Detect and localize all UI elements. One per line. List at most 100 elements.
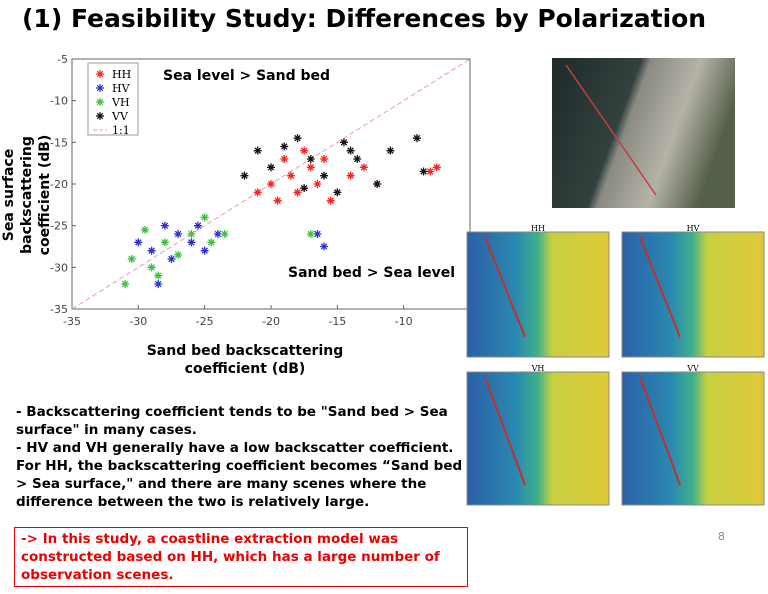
- legend-label: HV: [112, 82, 131, 95]
- scatter-point: [147, 246, 156, 255]
- scatter-point: [200, 213, 209, 222]
- image-panel: HH HV VH VV: [466, 58, 765, 506]
- scatter-point: [333, 188, 342, 197]
- y-tick-label: -35: [50, 303, 68, 316]
- scatter-point: [313, 180, 322, 188]
- legend-label: HH: [112, 68, 131, 81]
- scatter-point: [167, 255, 176, 263]
- heatmap-image: [466, 231, 610, 358]
- scatter-point: [339, 138, 348, 147]
- scatter-point: [187, 238, 196, 247]
- page-number: 8: [718, 530, 725, 543]
- legend-label: VV: [111, 110, 129, 123]
- heatmap-label: HH: [531, 224, 545, 233]
- y-tick-label: -5: [57, 53, 68, 66]
- scatter-point: [359, 163, 368, 172]
- scatter-point: [213, 230, 222, 238]
- scatter-point: [426, 167, 435, 176]
- bullet-item: - Backscattering coefficient tends to be…: [16, 404, 448, 438]
- annotation: Sea level > Sand bed: [163, 68, 330, 84]
- heatmap-label: HV: [687, 224, 700, 233]
- scatter-point: [134, 238, 143, 247]
- scatter-point: [326, 196, 335, 205]
- scatter-point: [174, 230, 183, 238]
- scatter-point: [419, 167, 428, 176]
- legend-box: [87, 62, 139, 136]
- scatter-point: [320, 242, 329, 251]
- heatmap-image: [621, 371, 765, 506]
- slide-title: (1) Feasibility Study: Differences by Po…: [22, 4, 707, 33]
- scatter-point: [280, 142, 289, 151]
- scatter-point: [412, 134, 421, 143]
- scatter-point: [187, 230, 196, 238]
- legend-marker: [96, 112, 104, 120]
- scatter-point: [267, 180, 275, 188]
- scatter-point: [127, 255, 136, 263]
- scatter-point: [273, 196, 282, 205]
- legend-label: VH: [111, 96, 130, 109]
- heatmap-image: [466, 371, 610, 506]
- y-axis-label: Sea surface backscattering coefficient (…: [1, 134, 53, 256]
- scatter-point: [280, 155, 289, 163]
- x-tick-label: -35: [63, 315, 81, 328]
- scatter-point: [286, 171, 295, 180]
- legend-marker: [96, 98, 104, 106]
- scatter-point: [240, 171, 249, 180]
- heatmaps: HH HV VH VV: [466, 224, 765, 506]
- x-tick-label: -30: [129, 315, 147, 328]
- y-tick-label: -20: [50, 178, 68, 191]
- scatter-point: [306, 230, 315, 238]
- scatter-point: [300, 146, 309, 155]
- heatmap-image: [621, 231, 765, 358]
- scatter-point: [306, 155, 315, 163]
- scatter-point: [386, 146, 395, 155]
- scatter-point: [293, 188, 302, 197]
- x-tick-label: -20: [262, 315, 280, 328]
- conclusion-box: -> In this study, a coastline extraction…: [14, 527, 468, 587]
- y-tick-label: -15: [50, 136, 68, 149]
- scatter-point: [174, 250, 183, 259]
- satellite-image: [552, 58, 735, 208]
- legend-label: 1:1: [112, 124, 130, 137]
- y-tick-label: -10: [50, 95, 68, 108]
- scatter-point: [160, 221, 169, 230]
- scatter-chart: -35 -30 -25 -20 -15 -10 -5 -35 -30 -25 -20 -15 -10 HH…: [50, 53, 471, 328]
- x-tick-label: -25: [196, 315, 214, 328]
- legend-marker: [96, 70, 104, 78]
- scatter-point: [160, 238, 169, 247]
- y-tick-label: -30: [50, 261, 68, 274]
- x-tick-label: -15: [328, 315, 346, 328]
- scatter-point: [147, 263, 156, 272]
- coastline: [565, 64, 657, 196]
- x-tick-label: -10: [395, 315, 413, 328]
- scatter-point: [121, 280, 130, 288]
- legend-marker: [96, 84, 104, 92]
- scatter-point: [154, 280, 163, 288]
- scatter-point: [320, 155, 329, 163]
- scatter-point: [253, 146, 262, 155]
- scatter-point: [300, 184, 309, 193]
- scatter-point: [353, 155, 362, 163]
- scatter-point: [346, 171, 355, 180]
- scatter-point: [293, 134, 302, 143]
- scatter-point: [313, 230, 322, 238]
- scatter-point: [200, 246, 209, 255]
- heatmap-label: VV: [686, 364, 699, 373]
- scatter-point: [194, 221, 203, 230]
- annotation: Sand bed > Sea level: [288, 265, 455, 281]
- scatter-point: [154, 271, 163, 280]
- coastline: [484, 376, 526, 486]
- bullet-item: - HV and VH generally have a low backsca…: [16, 440, 463, 510]
- scatter-point: [320, 171, 329, 180]
- coastline: [639, 376, 681, 486]
- scatter-point: [432, 163, 441, 172]
- scatter-point: [207, 238, 216, 247]
- x-axis-label: Sand bed backscattering coefficient (dB): [146, 343, 344, 377]
- scatter-point: [346, 146, 355, 155]
- coastline: [639, 236, 681, 338]
- scatter-point: [220, 230, 229, 238]
- scatter-point: [373, 180, 382, 188]
- bullet-list: - Backscattering coefficient tends to be…: [16, 403, 471, 511]
- heatmap-label: VH: [531, 364, 545, 373]
